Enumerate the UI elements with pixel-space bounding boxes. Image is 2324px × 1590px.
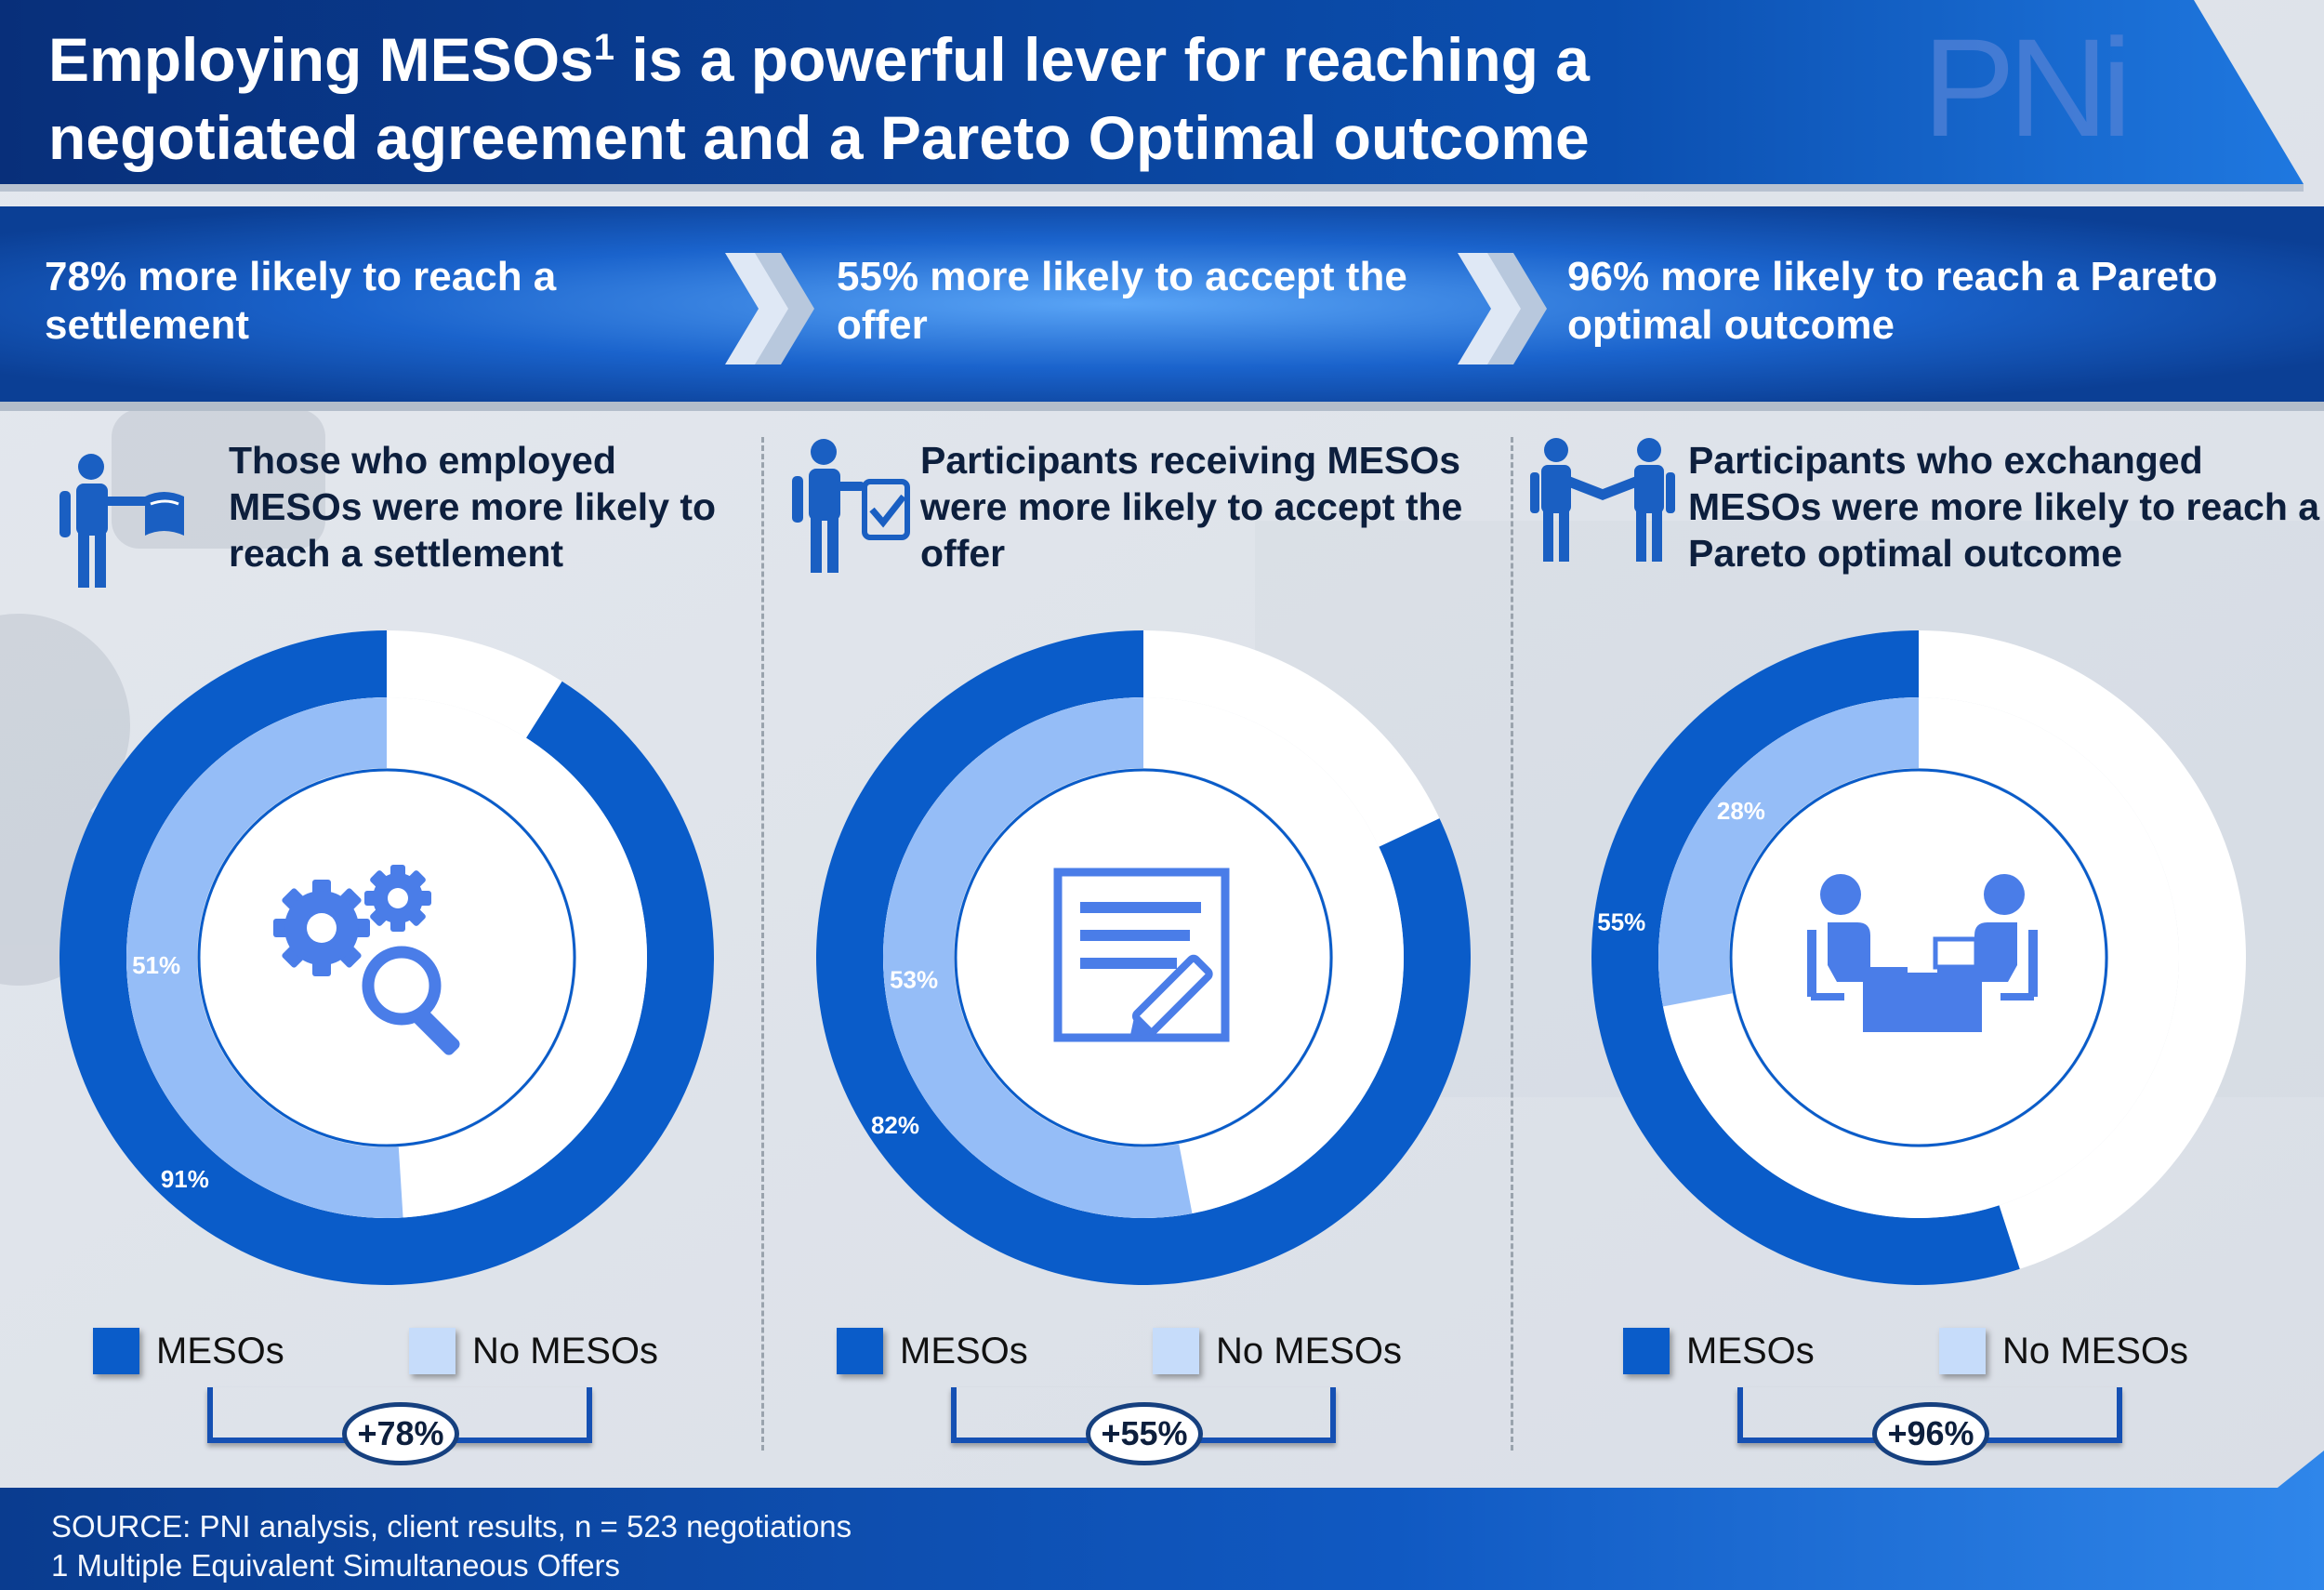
donut-center (1729, 768, 2108, 1147)
donut-value-label: 91% (161, 1165, 209, 1193)
donut-value-label: 53% (890, 965, 938, 993)
title-shadow (0, 184, 2304, 192)
legend-swatch-mesos (93, 1328, 139, 1374)
document-pencil-icon (1053, 868, 1230, 1042)
donut-value-label: 82% (871, 1111, 919, 1139)
title-main: Employing MESOs (48, 25, 594, 94)
footnote: 1 Multiple Equivalent Simultaneous Offer… (51, 1548, 621, 1583)
legend-label-no-mesos: No MESOs (1216, 1331, 1403, 1371)
key-findings-band-shadow (0, 402, 2324, 411)
panel-divider (1511, 437, 1513, 1451)
panel-heading-accept-offer: Participants receiving MESOs were more l… (920, 439, 1463, 575)
lift-badge-settlement: +78% (342, 1402, 459, 1465)
finding-settlement: 78% more likely to reach a settlement (45, 254, 557, 348)
donut-slice-mesos (1591, 630, 2020, 1285)
legend-label-mesos: MESOs (1686, 1331, 1815, 1371)
legend-swatch-mesos (1623, 1328, 1670, 1374)
lift-badge-pareto: +96% (1872, 1402, 1989, 1465)
donut-slice-no-mesos (1658, 697, 1919, 1007)
title-footnote-marker: 1 (593, 27, 614, 68)
legend-label-no-mesos: No MESOs (2002, 1331, 2189, 1371)
donut-value-label: 28% (1717, 797, 1765, 825)
gears-search-icon (273, 865, 460, 1055)
panel-heading-pareto: Participants who exchanged MESOs were mo… (1688, 439, 2320, 575)
title-banner (0, 0, 2304, 184)
legend-label-mesos: MESOs (156, 1331, 284, 1371)
meeting-table-icon (1807, 874, 2038, 1032)
source-note: SOURCE: PNI analysis, client results, n … (51, 1509, 852, 1544)
legend-label-no-mesos: No MESOs (472, 1331, 659, 1371)
finding-accept-offer: 55% more likely to accept the offer (837, 254, 1407, 348)
key-findings-band (0, 206, 2324, 402)
chevron-right-icon (725, 253, 814, 364)
lift-badge-accept-offer: +55% (1086, 1402, 1203, 1465)
page-title: Employing MESOs1 is a powerful lever for… (48, 20, 1815, 177)
donut-chart-accept-offer: 82% 53% (816, 630, 1472, 1285)
finding-pareto-outcome: 96% more likely to reach a Pareto optima… (1567, 254, 2218, 348)
title-rest: is a powerful lever for reaching a negot… (48, 25, 1591, 172)
legend-label-mesos: MESOs (900, 1331, 1028, 1371)
legend-swatch-no-mesos (1153, 1328, 1199, 1374)
donut-slice-no-mesos (126, 697, 403, 1218)
legend-swatch-no-mesos (409, 1328, 456, 1374)
donut-value-label: 51% (132, 951, 180, 979)
person-with-checklist-icon (792, 439, 910, 573)
pni-logo: PNi (1922, 9, 2133, 166)
chevron-right-icon (1458, 253, 1547, 364)
panel-divider (761, 437, 764, 1451)
donut-chart-pareto: 55% 28% (1591, 630, 2247, 1285)
person-with-flag-icon (59, 454, 184, 588)
footer-banner (0, 1451, 2324, 1590)
donut-chart-settlement: 91% 51% (59, 630, 715, 1285)
donut-value-label: 55% (1597, 908, 1645, 936)
legend-swatch-no-mesos (1939, 1328, 1986, 1374)
panel-heading-settlement: Those who employed MESOs were more likel… (229, 439, 717, 575)
donut-slice-no-mesos (883, 697, 1193, 1218)
handshake-icon (1530, 438, 1675, 562)
legend-swatch-mesos (837, 1328, 883, 1374)
